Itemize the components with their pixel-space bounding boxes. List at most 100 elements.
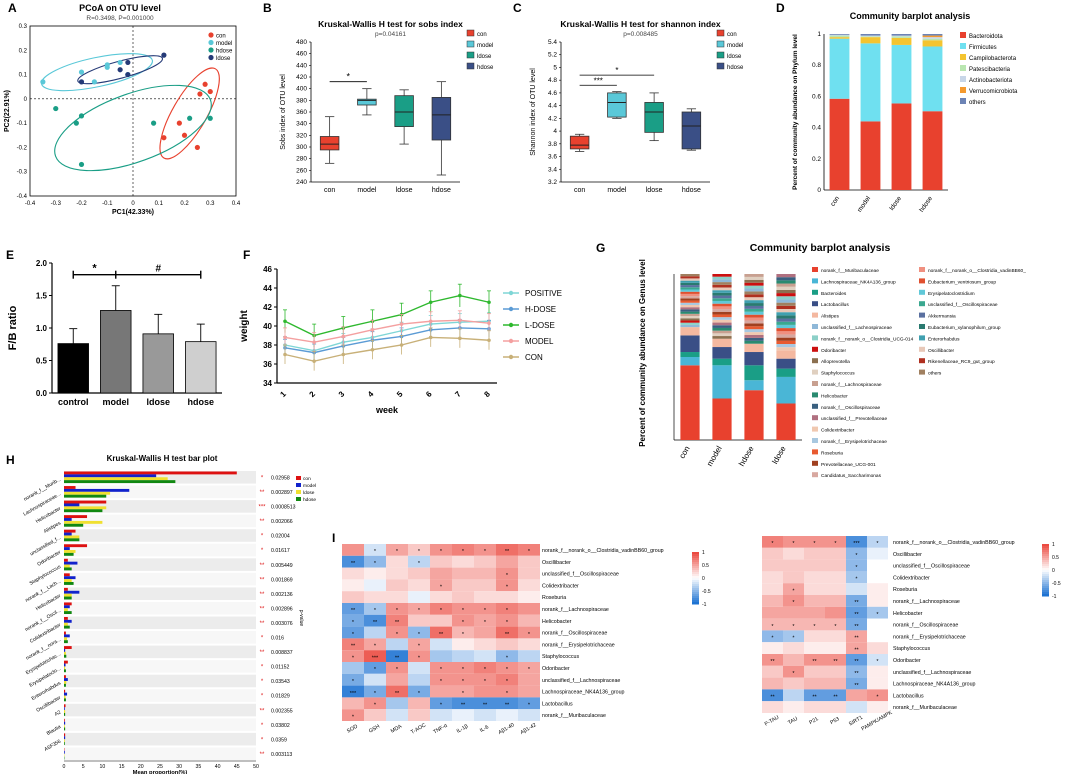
stack-Alistipes: [776, 350, 795, 358]
y-tick-label: 4.8: [548, 77, 557, 84]
right-heatmap-cell: [804, 678, 825, 690]
data-point: [400, 322, 404, 326]
row-band: [64, 558, 256, 571]
x-tick-label: ldose: [888, 195, 903, 212]
bar-model: [100, 310, 131, 393]
x-tick-label: 50: [253, 764, 259, 770]
stack-minor-genus: [744, 338, 763, 341]
sig-marker: ***: [594, 76, 603, 85]
legend-label: others: [928, 371, 942, 377]
stack-minor-genus: [744, 274, 763, 277]
bar-hdose: [64, 655, 66, 658]
data-point-model: [92, 79, 97, 84]
chart-subtitle: p=0.04161: [375, 31, 406, 38]
y-tick-label: 1.5: [36, 292, 48, 301]
col-label: T-AOC: [410, 722, 427, 735]
row-p-value: 0.03802: [271, 723, 290, 729]
legend-label: Bacteroidota: [969, 34, 1003, 40]
stack-minor-genus: [712, 328, 731, 331]
legend-swatch: [467, 30, 474, 36]
stack-Firmicutes: [892, 45, 912, 104]
x-tick-label: ldose: [646, 187, 663, 194]
x-tick-label: 0: [131, 201, 135, 207]
row-p-value: 0.01829: [271, 694, 290, 700]
col-label: TAU: [787, 716, 799, 726]
legend-marker: [509, 355, 513, 359]
data-point-ldose: [118, 67, 123, 72]
bar-hdose: [64, 582, 74, 585]
x-tick-label: ldose: [770, 444, 788, 466]
left-heatmap-cell: [452, 638, 474, 650]
y-axis-label: Percent of community abundance on Phylum…: [792, 34, 799, 190]
left-heatmap-cell: [364, 591, 386, 603]
stack-minor-genus: [712, 293, 731, 296]
legend-swatch: [919, 347, 925, 352]
row-stars: **: [260, 708, 265, 714]
stack-Lactobacillus: [776, 359, 795, 369]
right-heatmap-cell: [762, 571, 783, 583]
stack-minor-genus: [744, 326, 763, 329]
col-label: P53: [829, 716, 840, 726]
legend-swatch: [960, 32, 966, 38]
y-tick-label: 4: [553, 128, 557, 135]
left-heatmap-cell: [342, 697, 364, 709]
row-label: Staphylococcus: [542, 654, 579, 660]
bar-model: [64, 547, 70, 550]
right-heatmap-cell: [783, 642, 804, 654]
bar-con: [64, 544, 87, 547]
row-label: Colidextribacter: [542, 583, 579, 589]
left-heatmap-cell: [496, 591, 518, 603]
bar-ldose: [64, 710, 65, 713]
bar-con: [64, 588, 68, 591]
colorbar-label: -0.5: [702, 589, 711, 595]
data-point: [312, 359, 316, 363]
data-point-model: [105, 62, 110, 67]
col-label: TNF-α: [432, 723, 448, 736]
stack-minor-genus: [680, 287, 699, 289]
stack-minor-genus: [712, 312, 731, 315]
row-label: norank_f__Lachnospiraceae: [542, 607, 609, 613]
row-band: [64, 660, 256, 673]
y-tick-label: 0.2: [812, 156, 821, 163]
stack-Patescibacteria: [892, 36, 912, 38]
left-heatmap-cell: [452, 709, 474, 721]
bar-ldose: [64, 652, 66, 655]
chart-title: PCoA on OTU level: [79, 3, 161, 13]
legend-swatch: [919, 335, 925, 340]
chart-title: Kruskal-Wallis H test bar plot: [107, 454, 218, 463]
bar-ldose: [64, 623, 68, 626]
legend-swatch: [960, 54, 966, 60]
confidence-ellipse: [149, 60, 230, 166]
legend-label: L-DOSE: [525, 321, 555, 330]
legend-swatch: [296, 497, 301, 501]
data-point: [429, 319, 433, 323]
stack-Patescibacteria: [830, 36, 850, 38]
left-heatmap-cell: [408, 674, 430, 686]
legend-swatch: [919, 313, 925, 318]
stack-minor-genus: [744, 329, 763, 332]
stack-Patescibacteria: [923, 39, 943, 41]
bar-con: [64, 704, 66, 707]
right-heatmap-cell: [783, 678, 804, 690]
colorbar-label: 0: [702, 576, 705, 582]
row-stars: *: [261, 694, 264, 700]
stack-Bacteroides: [680, 352, 699, 357]
bar-model: [64, 736, 65, 739]
bar-model: [64, 562, 77, 565]
legend-marker: [208, 55, 213, 60]
legend-label: Colidextribacter: [821, 428, 855, 434]
x-tick-label: con: [829, 195, 841, 208]
right-heatmap-cell: [783, 689, 804, 701]
chart-title: Kruskal-Wallis H test for shannon index: [560, 19, 721, 29]
x-tick-label: hdose: [918, 195, 934, 214]
legend-label: Patescibacteria: [969, 67, 1011, 73]
stack-minor-genus: [712, 304, 731, 307]
left-heatmap-cell: [364, 674, 386, 686]
y-tick-label: 1.0: [36, 324, 48, 333]
right-heatmap-cell: [825, 583, 846, 595]
stack-others: [861, 34, 881, 36]
left-heatmap-cell: [342, 662, 364, 674]
stack-minor-genus: [712, 331, 731, 334]
